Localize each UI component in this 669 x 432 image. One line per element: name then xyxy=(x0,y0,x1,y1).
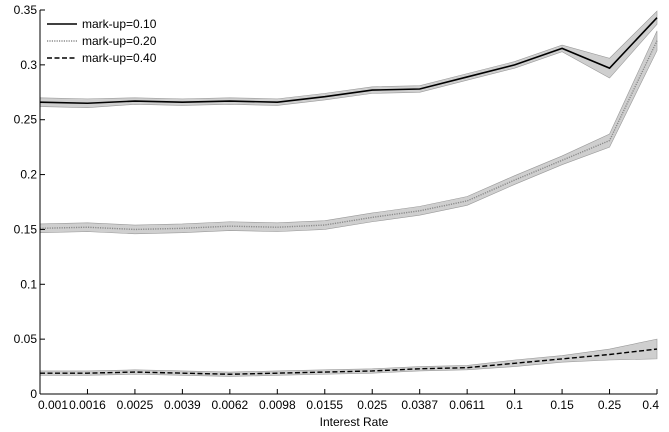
x-tick-label: 0.4 xyxy=(642,398,659,412)
legend-label-2: mark-up=0.20 xyxy=(82,34,157,48)
y-tick-label: 0.05 xyxy=(14,332,38,346)
legend-label-3: mark-up=0.40 xyxy=(82,51,157,65)
x-tick-label: 0.0387 xyxy=(401,398,438,412)
x-tick-label: 0.0155 xyxy=(306,398,343,412)
legend-label-1: mark-up=0.10 xyxy=(82,17,157,31)
y-tick-label: 0.15 xyxy=(14,222,38,236)
x-tick-label: 0.001 xyxy=(38,398,68,412)
y-tick-label: 0 xyxy=(30,387,37,401)
series-line-2 xyxy=(39,40,658,231)
confidence-band-2 xyxy=(39,30,658,235)
x-tick-label: 0.0039 xyxy=(164,398,201,412)
x-axis-label: Interest Rate xyxy=(320,415,389,429)
series-lines xyxy=(39,17,658,375)
y-tick-label: 0.35 xyxy=(14,3,38,17)
axes: 0 0.05 0.1 0.15 0.2 0.25 0.3 0.35 0.001 0.0016 0.0… xyxy=(14,3,660,412)
x-tick-label: 0.0098 xyxy=(259,398,296,412)
y-tick-label: 0.3 xyxy=(20,58,37,72)
x-tick-label: 0.025 xyxy=(357,398,387,412)
x-tick-label: 0.0016 xyxy=(69,398,106,412)
confidence-band-1 xyxy=(39,10,658,108)
x-tick-label: 0.0611 xyxy=(449,398,485,412)
series-line-3 xyxy=(40,348,658,375)
x-tick-label: 0.25 xyxy=(598,398,622,412)
confidence-bands xyxy=(39,10,658,377)
y-tick-label: 0.1 xyxy=(20,277,37,291)
series-line-1 xyxy=(39,17,658,105)
x-tick-label: 0.0025 xyxy=(117,398,154,412)
x-tick-label: 0.0062 xyxy=(211,398,248,412)
x-tick-label: 0.1 xyxy=(506,398,523,412)
legend: mark-up=0.10 mark-up=0.20 mark-up=0.40 xyxy=(47,17,157,65)
y-tick-label: 0.25 xyxy=(14,113,38,127)
y-tick-label: 0.2 xyxy=(20,168,37,182)
confidence-band-3 xyxy=(39,338,658,377)
x-tick-label: 0.15 xyxy=(550,398,574,412)
